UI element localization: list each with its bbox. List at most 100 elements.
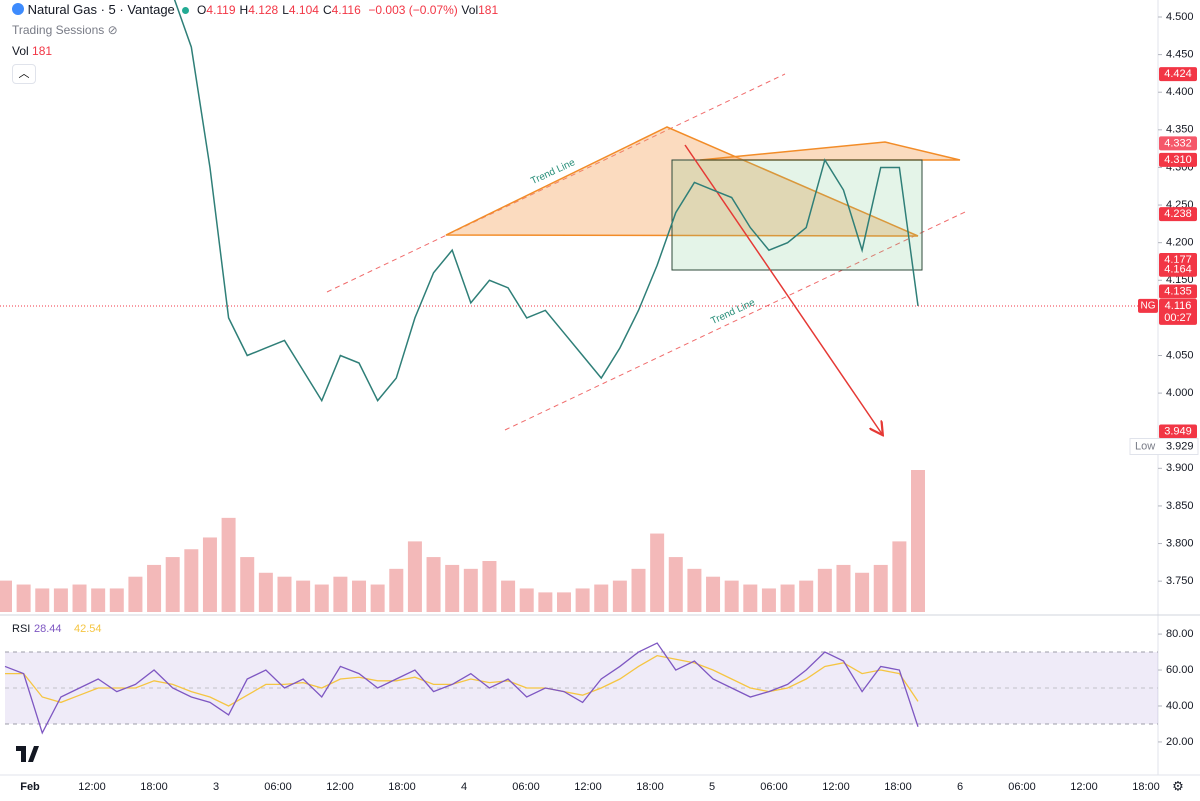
price-label-bg	[1159, 262, 1197, 277]
y-tick-label: 60.00	[1166, 664, 1194, 676]
channel-line	[326, 73, 786, 293]
y-tick-label: 80.00	[1166, 628, 1194, 640]
x-tick-label: 4	[461, 781, 467, 793]
volume-bar	[445, 564, 460, 612]
y-tick-label: 4.450	[1166, 49, 1194, 61]
ohlc-key: C	[322, 3, 332, 17]
vol-value: 181	[478, 3, 499, 17]
low-value: 3.929	[1166, 440, 1194, 452]
vol-legend: Vol 181	[12, 44, 52, 58]
price-series	[173, 0, 919, 403]
last-price: 4.116	[1165, 300, 1192, 312]
x-tick-label: 12:00	[574, 781, 602, 793]
price-label-bg	[1159, 136, 1197, 151]
volume-bar	[892, 541, 907, 612]
x-tick-label: 12:00	[326, 781, 354, 793]
volume-bar	[72, 584, 87, 612]
rsi-legend-value: 42.54	[74, 623, 102, 635]
channel-line	[504, 211, 966, 431]
x-tick-label: 12:00	[822, 781, 850, 793]
ohlc-key: L	[282, 3, 289, 17]
volume-bar	[221, 517, 236, 612]
volume-bar	[706, 576, 721, 612]
price-label-bg	[1159, 207, 1197, 222]
volume-bar	[352, 580, 367, 612]
volume-bar	[109, 588, 124, 612]
y-tick-label: 20.00	[1166, 736, 1194, 748]
volume-bar	[631, 568, 646, 612]
x-tick-label: 12:00	[78, 781, 106, 793]
price-label: 4.424	[1164, 68, 1192, 80]
ohlc-value: 4.116	[331, 3, 361, 17]
volume-bar	[91, 588, 106, 612]
x-tick-label: 18:00	[140, 781, 168, 793]
volume-bar	[501, 580, 516, 612]
ohlc-key: O	[197, 3, 207, 17]
x-tick-label: 18:00	[884, 781, 912, 793]
volume-bar	[333, 576, 348, 612]
x-tick-label: Feb	[20, 781, 40, 793]
trend-line-label: Trend Line	[709, 297, 757, 327]
status-dot	[182, 7, 190, 14]
y-tick-label: 4.150	[1166, 274, 1194, 286]
x-tick-label: 18:00	[388, 781, 416, 793]
symbol-badge: NG	[1141, 300, 1156, 311]
y-tick-label: 4.350	[1166, 124, 1194, 136]
price-label-bg	[1159, 424, 1197, 439]
volume-bar	[240, 557, 255, 612]
volume-bar	[575, 588, 590, 612]
volume-bar	[668, 557, 683, 612]
low-label-bg	[1129, 438, 1199, 456]
logo	[16, 746, 39, 762]
collapse-button[interactable]: ︿	[12, 64, 36, 84]
volume-bar	[482, 561, 497, 612]
price-label: 4.135	[1164, 285, 1192, 297]
volume-bar	[594, 584, 609, 612]
triangle	[445, 126, 919, 237]
rsi-legend-value: 28.44	[34, 623, 62, 635]
ohlc-value: 4.119	[206, 3, 236, 17]
symbol-icon	[12, 3, 24, 15]
price-label: 3.949	[1164, 425, 1192, 437]
volume-bar	[296, 580, 311, 612]
volume-bar	[184, 549, 199, 612]
rsi-line	[4, 642, 919, 735]
y-tick-label: 4.050	[1166, 349, 1194, 361]
sessions[interactable]: Trading Sessions ⊘	[12, 23, 118, 37]
volume-bar	[724, 580, 739, 612]
volume-bar	[612, 580, 627, 612]
volume-bar	[16, 584, 31, 612]
volume-bar	[873, 564, 888, 612]
x-tick-label: 5	[709, 781, 715, 793]
volume-bar	[836, 564, 851, 612]
y-tick-label: 3.750	[1166, 575, 1194, 587]
y-tick-label: 4.400	[1166, 86, 1194, 98]
x-tick-label: 18:00	[1132, 781, 1160, 793]
y-tick-label: 4.000	[1166, 387, 1194, 399]
price-label: 4.332	[1164, 137, 1192, 149]
volume-bar	[463, 568, 478, 612]
x-tick-label: 06:00	[264, 781, 292, 793]
ohlc-key: H	[239, 3, 249, 17]
x-tick-label: 06:00	[512, 781, 540, 793]
price-label-bg	[1159, 152, 1197, 167]
volume-bar	[780, 584, 795, 612]
x-tick-label: 12:00	[1070, 781, 1098, 793]
volume-bar	[817, 568, 832, 612]
volume-bar	[407, 541, 422, 612]
ohlc-value: 4.128	[248, 3, 279, 17]
volume-bar	[165, 557, 180, 612]
y-tick-label: 3.850	[1166, 500, 1194, 512]
countdown: 00:27	[1164, 312, 1192, 324]
volume-bar	[370, 584, 385, 612]
sessions-label: Trading Sessions	[12, 23, 105, 37]
settings-icon[interactable]: ⚙	[1172, 778, 1184, 793]
volume-bar	[687, 568, 702, 612]
volume-bar	[147, 564, 162, 612]
arrow	[684, 144, 882, 434]
y-tick-label: 4.500	[1166, 11, 1194, 23]
y-tick-label: 3.900	[1166, 462, 1194, 474]
triangle	[699, 141, 961, 161]
volume-bar	[761, 588, 776, 612]
